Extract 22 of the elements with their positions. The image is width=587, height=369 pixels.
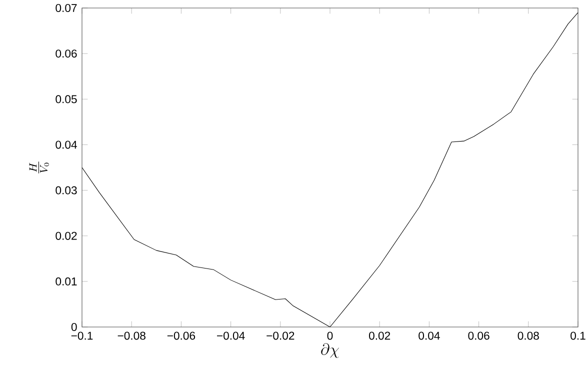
x-axis-title: $\partial\chi$ [321, 343, 339, 358]
x-tick-label: 0.04 [418, 332, 440, 340]
y-tick-label: 0.07 [56, 4, 77, 12]
x-tick-label: 0 [327, 332, 333, 340]
y-tick-label: 0.03 [56, 186, 77, 194]
y-axis-title: $\frac{H}{V_0}$ [29, 162, 49, 174]
x-tick-label: 0.06 [468, 332, 490, 340]
y-tick-label: 0.01 [56, 277, 77, 286]
x-tick-label: −0.06 [167, 332, 196, 340]
x-tick-label: −0.04 [217, 332, 245, 340]
x-tick-label: 0.1 [570, 332, 586, 340]
x-tick-label: 0.08 [518, 332, 539, 340]
x-tick-label: 0.02 [369, 332, 390, 340]
x-tick-label: −0.1 [71, 332, 93, 340]
line-series [82, 12, 578, 328]
y-tick-label: 0.06 [56, 50, 77, 58]
x-tick-label: −0.02 [266, 332, 294, 340]
y-tick-label: 0.02 [56, 232, 77, 240]
y-tick-label: 0.05 [56, 95, 77, 104]
y-tick-label: 0.04 [56, 140, 77, 149]
x-tick-label: −0.08 [118, 332, 146, 340]
y-tick-label: 0 [71, 323, 77, 332]
